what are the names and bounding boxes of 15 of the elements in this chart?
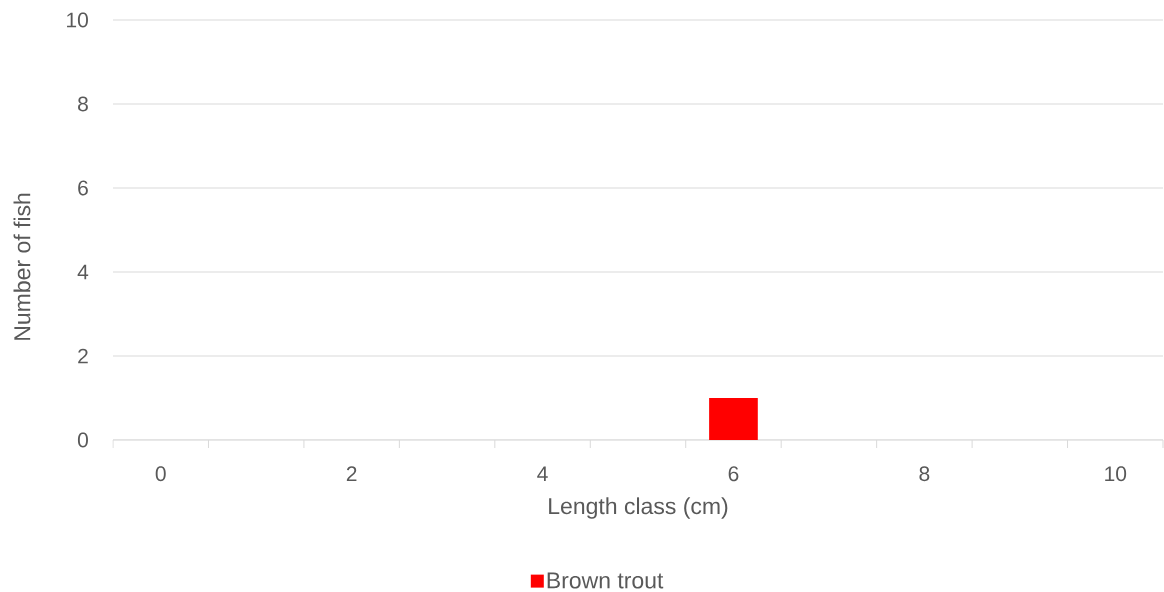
y-tick-label: 6 xyxy=(78,180,88,196)
y-tick-label: 10 xyxy=(67,12,88,28)
x-tick-label: 6 xyxy=(728,466,739,482)
y-tick-label: 8 xyxy=(78,96,88,112)
x-tick-label: 10 xyxy=(1105,466,1127,482)
x-tick-label: 4 xyxy=(537,466,548,481)
y-tick-label: 4 xyxy=(77,264,89,280)
x-tick-label: 0 xyxy=(155,466,166,482)
x-axis-title: Length class (cm) xyxy=(549,497,728,519)
x-tick-label: 8 xyxy=(919,466,930,482)
y-axis-title: Number of fish xyxy=(13,193,31,340)
legend-label: Brown trout xyxy=(547,572,664,589)
y-tick-label: 0 xyxy=(77,432,88,448)
y-tick-label: 2 xyxy=(78,348,88,364)
x-tick-label: 2 xyxy=(346,466,357,481)
